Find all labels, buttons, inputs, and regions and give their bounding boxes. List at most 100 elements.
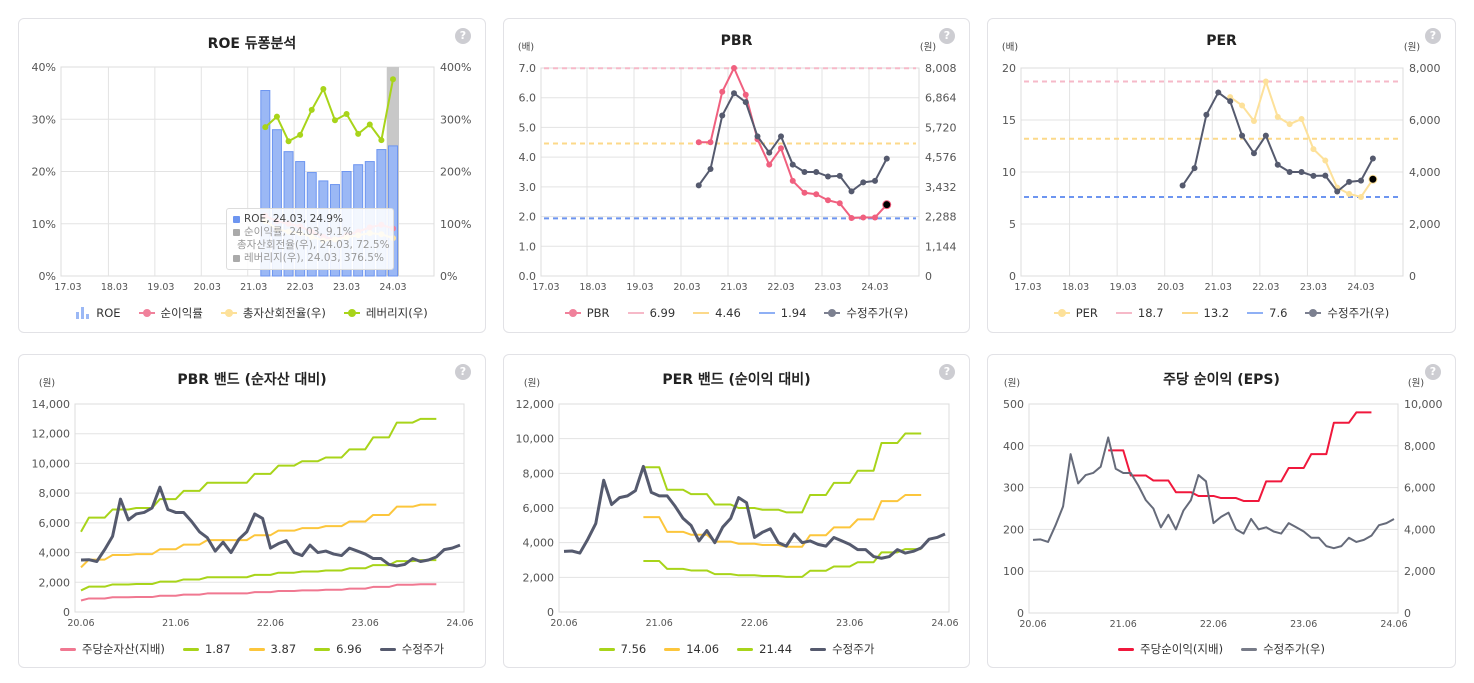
data-point[interactable] <box>719 112 726 119</box>
data-point[interactable] <box>695 182 702 189</box>
data-point[interactable] <box>1262 132 1269 139</box>
legend-item[interactable]: 6.96 <box>314 641 362 657</box>
legend-item[interactable]: 수정주가(우) <box>824 305 908 321</box>
data-point[interactable] <box>1358 177 1364 184</box>
data-point[interactable] <box>355 130 362 137</box>
data-point[interactable] <box>813 169 820 175</box>
data-point[interactable] <box>695 139 702 146</box>
data-point[interactable] <box>378 137 385 144</box>
data-point[interactable] <box>1203 111 1210 118</box>
data-point[interactable] <box>731 65 737 71</box>
data-point[interactable] <box>1322 172 1329 179</box>
data-point[interactable] <box>308 106 315 113</box>
data-point[interactable] <box>1369 155 1376 162</box>
data-point[interactable] <box>836 172 843 179</box>
data-point[interactable] <box>1274 113 1281 120</box>
data-point[interactable] <box>1310 172 1317 179</box>
data-point[interactable] <box>801 189 808 196</box>
data-point[interactable] <box>1334 188 1341 195</box>
data-point[interactable] <box>825 173 831 180</box>
legend-item[interactable]: 14.06 <box>664 641 719 657</box>
data-point[interactable] <box>1215 89 1222 96</box>
data-point[interactable] <box>1310 146 1317 153</box>
data-point[interactable] <box>1358 193 1364 200</box>
data-point[interactable] <box>742 91 749 98</box>
legend-item[interactable]: 주당순이익(지배) <box>1118 641 1223 657</box>
data-point[interactable] <box>1227 98 1234 105</box>
legend-item[interactable]: 수정주가(우) <box>1241 641 1325 657</box>
data-point[interactable] <box>320 85 327 92</box>
data-point[interactable] <box>1298 169 1305 175</box>
data-point[interactable] <box>1250 118 1257 125</box>
data-point[interactable] <box>1179 182 1186 189</box>
legend-item[interactable]: PBR <box>564 305 610 321</box>
legend-item[interactable]: 4.46 <box>693 305 741 321</box>
data-point[interactable] <box>331 117 338 124</box>
data-point[interactable] <box>848 215 855 222</box>
data-point[interactable] <box>707 139 714 146</box>
data-point[interactable] <box>1298 115 1305 122</box>
data-point[interactable] <box>836 200 843 207</box>
data-point[interactable] <box>262 124 269 131</box>
data-point[interactable] <box>297 131 304 138</box>
data-point[interactable] <box>707 166 714 173</box>
data-point[interactable] <box>813 191 820 198</box>
legend-item[interactable]: 총자산회전율(우) <box>220 305 326 321</box>
data-point[interactable] <box>1346 190 1353 197</box>
data-point[interactable] <box>273 113 280 120</box>
data-point[interactable] <box>1239 102 1246 109</box>
help-icon[interactable]: ? <box>455 364 471 380</box>
data-point[interactable] <box>860 179 867 186</box>
data-point[interactable] <box>366 121 373 128</box>
legend-item[interactable]: 18.7 <box>1115 305 1164 321</box>
data-point[interactable] <box>825 197 831 204</box>
data-point[interactable] <box>766 149 773 156</box>
legend-item[interactable]: 주당순자산(지배) <box>59 641 165 657</box>
data-point[interactable] <box>1239 132 1246 139</box>
data-point[interactable] <box>343 111 350 118</box>
data-point[interactable] <box>778 145 784 152</box>
data-point[interactable] <box>1368 174 1378 184</box>
legend-item[interactable]: 6.99 <box>627 305 675 321</box>
legend-item[interactable]: ROE <box>76 305 121 321</box>
data-point[interactable] <box>742 99 749 106</box>
help-icon[interactable]: ? <box>1425 28 1441 44</box>
legend-item[interactable]: 13.2 <box>1181 305 1229 321</box>
legend-item[interactable]: 순이익률 <box>138 305 203 321</box>
help-icon[interactable]: ? <box>455 28 471 44</box>
legend-item[interactable]: 7.6 <box>1247 305 1287 321</box>
data-point[interactable] <box>754 133 761 140</box>
data-point[interactable] <box>731 90 737 97</box>
data-point[interactable] <box>789 177 796 184</box>
data-point[interactable] <box>719 88 726 95</box>
legend-item[interactable]: 수정주가 <box>379 641 444 657</box>
data-point[interactable] <box>1227 94 1234 101</box>
legend-item[interactable]: 1.94 <box>758 305 806 321</box>
legend-item[interactable]: 수정주가(우) <box>1305 305 1389 321</box>
legend-item[interactable]: 레버리지(우) <box>343 305 428 321</box>
data-point[interactable] <box>766 161 773 168</box>
data-point[interactable] <box>860 214 867 221</box>
legend-item[interactable]: 수정주가 <box>810 641 874 657</box>
bar[interactable] <box>271 129 282 277</box>
help-icon[interactable]: ? <box>939 364 955 380</box>
legend-item[interactable]: 7.56 <box>598 641 646 657</box>
data-point[interactable] <box>1250 150 1257 157</box>
legend-item[interactable]: 3.87 <box>248 641 296 657</box>
data-point[interactable] <box>1274 161 1281 168</box>
data-point[interactable] <box>1322 157 1329 164</box>
data-point[interactable] <box>1286 121 1293 128</box>
help-icon[interactable]: ? <box>1425 364 1441 380</box>
data-point[interactable] <box>285 138 292 145</box>
legend-item[interactable]: 21.44 <box>737 641 792 657</box>
data-point[interactable] <box>390 76 396 83</box>
legend-item[interactable]: PER <box>1053 305 1098 321</box>
data-point[interactable] <box>872 214 878 221</box>
data-point[interactable] <box>789 161 796 168</box>
data-point[interactable] <box>1286 169 1293 175</box>
data-point[interactable] <box>1262 78 1269 85</box>
bar[interactable] <box>260 90 271 277</box>
help-icon[interactable]: ? <box>939 28 955 44</box>
data-point[interactable] <box>801 169 808 175</box>
data-point[interactable] <box>848 188 855 195</box>
